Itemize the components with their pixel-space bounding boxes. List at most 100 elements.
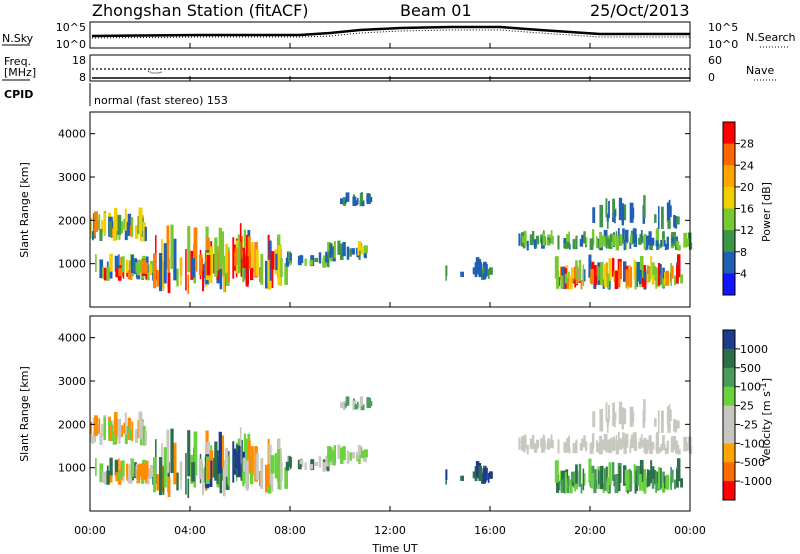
power-bar-title: Power [dB] <box>760 182 773 242</box>
power-cell <box>629 202 634 223</box>
power-cell <box>346 246 350 260</box>
power-cell <box>218 227 222 270</box>
power-cell <box>643 270 647 281</box>
velocity-cell <box>599 408 604 432</box>
power-cell <box>327 251 330 260</box>
velocity-cell <box>142 425 146 446</box>
velocity-cell <box>326 462 330 472</box>
velocity-cell <box>659 467 662 489</box>
power-cell <box>289 252 292 264</box>
velocity-cell <box>602 483 605 493</box>
colorbar-label: 24 <box>740 159 754 172</box>
velocity-cell <box>109 457 113 476</box>
time-ticks: 00:00 04:00 08:00 12:00 16:00 20:00 00:00 <box>74 43 706 537</box>
velocity-cell <box>556 474 560 493</box>
power-cell <box>670 262 672 286</box>
power-cell <box>277 245 281 286</box>
velocity-cell <box>340 447 344 464</box>
nave-label: Nave <box>746 64 774 77</box>
power-cell <box>536 235 540 245</box>
power-cell <box>121 256 125 273</box>
power-cell <box>103 267 107 281</box>
velocity-cell <box>542 437 545 450</box>
power-cell <box>661 278 666 288</box>
time-tick-label: 04:00 <box>174 524 206 537</box>
velocity-cell <box>103 471 107 485</box>
power-cell <box>671 237 676 243</box>
power-cell <box>264 260 268 289</box>
power-cell <box>250 242 254 269</box>
date-label: 25/Oct/2013 <box>590 1 690 20</box>
power-cell <box>582 264 585 287</box>
power-cell <box>631 207 635 219</box>
velocity-cell <box>631 411 635 423</box>
velocity-cell <box>614 474 619 494</box>
power-cell <box>285 257 290 267</box>
power-cell <box>220 231 225 264</box>
time-tick-label: 00:00 <box>74 524 106 537</box>
power-cell <box>575 235 578 250</box>
power-cell <box>242 253 246 268</box>
velocity-cell <box>364 454 367 463</box>
colorbar-label: 16 <box>740 203 754 216</box>
velocity-cell <box>318 456 322 468</box>
velocity-cell <box>114 412 118 435</box>
velocity-cell <box>90 421 93 435</box>
power-cell <box>488 267 493 275</box>
velocity-cell <box>167 476 171 498</box>
power-cell <box>606 273 610 289</box>
power-cell <box>193 227 198 272</box>
velocity-cell <box>529 438 534 450</box>
velocity-cell <box>137 464 141 480</box>
cpid-text: normal (fast stereo) 153 <box>94 94 228 107</box>
power-cell <box>605 262 608 279</box>
velocity-cell <box>333 445 337 463</box>
power-cell <box>239 223 242 263</box>
power-cell <box>366 193 370 205</box>
power-cell <box>478 262 483 278</box>
power-cell <box>337 240 341 255</box>
power-cell <box>275 253 279 271</box>
velocity-cell <box>655 471 657 493</box>
velocity-cell <box>267 463 270 488</box>
power-cell <box>355 247 358 254</box>
power-cell <box>333 241 337 259</box>
velocity-cell <box>657 410 660 433</box>
velocity-cell <box>676 444 680 453</box>
velocity-cell <box>622 432 625 448</box>
power-cell <box>345 192 350 202</box>
velocity-cell <box>124 429 128 445</box>
colorbar-label: 4 <box>740 267 747 280</box>
power-cell <box>624 229 629 243</box>
velocity-cell <box>247 440 251 474</box>
noise-left-tick-top: 10^5 <box>56 21 86 34</box>
velocity-cell <box>630 434 635 449</box>
power-cell <box>568 271 570 282</box>
power-cell <box>651 275 655 285</box>
power-cell <box>166 225 170 269</box>
power-cell <box>101 266 104 279</box>
colorbar-segment <box>723 230 735 253</box>
power-cell <box>170 224 174 270</box>
power-cell <box>137 260 141 276</box>
colorbar-segment <box>723 165 735 188</box>
power-cell <box>580 279 583 290</box>
power-cell <box>622 228 625 244</box>
velocity-cell <box>351 452 355 459</box>
velocity-cell <box>612 438 616 451</box>
velocity-cell <box>482 468 487 483</box>
velocity-cell <box>646 469 649 487</box>
power-cell <box>163 243 167 284</box>
velocity-cell <box>445 469 448 480</box>
velocity-cell <box>643 474 647 485</box>
velocity-cell <box>592 411 596 428</box>
velocity-cell <box>472 471 476 479</box>
power-cell <box>258 266 262 283</box>
velocity-cell <box>123 422 126 434</box>
power-cell <box>360 192 363 203</box>
velocity-cell <box>368 397 372 409</box>
power-cell <box>110 220 114 231</box>
velocity-cell <box>327 446 331 459</box>
velocity-cell <box>264 464 268 493</box>
velocity-cell <box>478 466 483 482</box>
